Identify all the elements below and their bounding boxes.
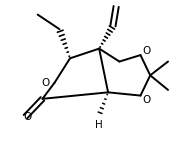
Text: O: O xyxy=(143,95,151,105)
Text: H: H xyxy=(95,120,103,130)
Text: O: O xyxy=(42,78,50,88)
Text: O: O xyxy=(23,112,31,122)
Text: O: O xyxy=(143,46,151,56)
